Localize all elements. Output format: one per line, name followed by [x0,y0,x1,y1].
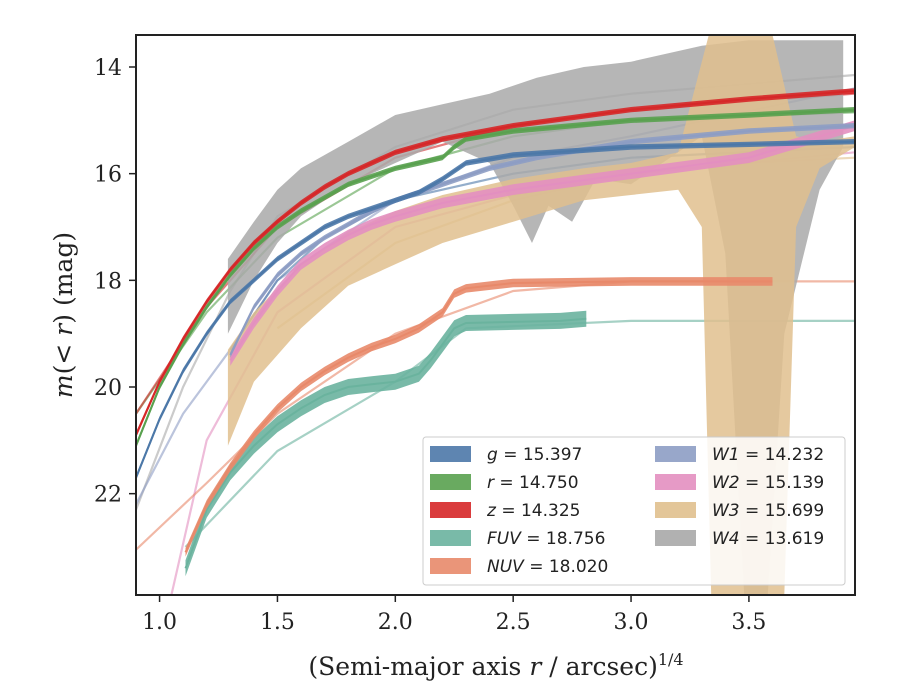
legend-label-z: z = 14.325 [486,501,580,521]
y-tick-label: 22 [94,483,122,508]
x-tick-label: 2.0 [378,610,413,635]
x-tick-label: 2.5 [496,610,531,635]
legend-label-nuv: NUV = 18.020 [487,557,608,577]
plot-area [136,35,855,595]
x-tick-label: 3.5 [731,610,766,635]
legend-swatch-w4 [655,530,696,546]
x-axis: 1.0 1.5 2.0 2.5 3.0 3.5 [142,595,766,635]
legend-label-w3: W3 = 15.699 [712,501,824,521]
legend-swatch-r [430,474,471,490]
legend-label-g: g = 15.397 [487,445,582,465]
y-axis-label: m(< r) (mag) [49,232,78,398]
x-axis-label: (Semi-major axis r / arcsec)1/4 [308,650,683,681]
x-tick-label: 1.0 [142,610,177,635]
legend-label-w4: W4 = 13.619 [712,529,824,549]
legend-swatch-nuv [430,558,471,574]
legend-label-r: r = 14.750 [487,473,579,493]
legend-swatch-z [430,502,471,518]
legend-box [422,436,846,586]
profile-line-r [136,108,855,447]
profile-line-g [136,140,855,479]
profile-line-fuv [184,317,587,569]
legend-label-w2: W2 = 15.139 [712,473,824,493]
legend-swatch-w2 [655,474,696,490]
legend-label-fuv: FUV = 18.756 [487,529,605,549]
legend-swatch-fuv [430,530,471,546]
y-tick-label: 18 [94,269,122,294]
profile-line-w2 [229,124,855,361]
legend-swatch-w1 [655,446,696,462]
y-axis: 14 16 18 20 22 [94,56,136,508]
x-tick-label: 1.5 [260,610,295,635]
axes-frame [135,34,856,596]
y-tick-label: 20 [94,376,122,401]
legend-label-w1: W1 = 14.232 [712,445,824,465]
legend-swatch-w3 [655,502,696,518]
band-w3 [227,35,855,595]
legend-swatch-g [430,446,471,462]
legend: g = 15.397 r = 14.750 z = 14.325 FUV = 18.7… [422,436,846,586]
profile-line-nuv [184,280,773,553]
profile-line-z [136,90,855,436]
y-tick-label: 16 [94,163,122,188]
x-tick-label: 3.0 [614,610,649,635]
y-tick-label: 14 [94,56,122,81]
